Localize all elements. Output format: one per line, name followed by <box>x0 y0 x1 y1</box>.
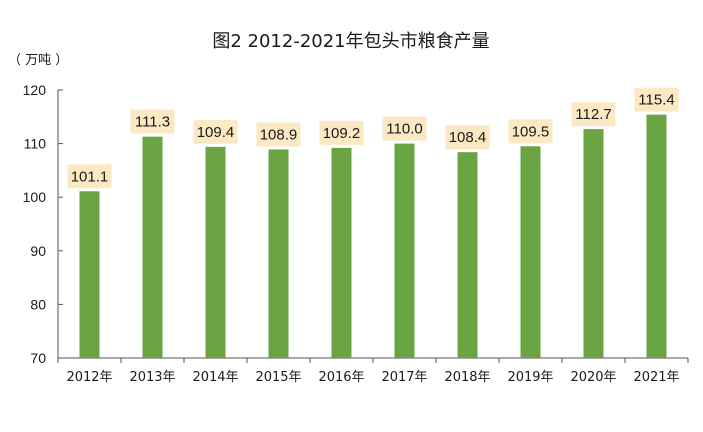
data-label-background <box>67 164 112 189</box>
data-labels: 101.1 111.3 109.4 108.9 109.2 110.0 108.4 109.5… <box>67 87 679 189</box>
bar <box>394 143 415 358</box>
data-label: 101.1 <box>71 168 109 185</box>
bar <box>583 129 604 358</box>
data-label: 108.9 <box>260 126 298 143</box>
data-label: 109.4 <box>197 124 235 141</box>
x-tick-label: 2017年 <box>381 370 427 385</box>
bars <box>79 114 667 358</box>
data-label-background <box>256 122 301 147</box>
x-tick-label: 2021年 <box>633 370 679 385</box>
bar <box>646 114 667 358</box>
data-label-background <box>382 116 427 141</box>
data-label-background <box>193 119 238 144</box>
y-tick-label: 100 <box>23 189 47 205</box>
y-axis-unit-label: （ 万吨 ） <box>8 53 68 68</box>
data-label-background <box>130 109 175 134</box>
bar <box>268 149 289 358</box>
x-tick-label: 2013年 <box>129 370 175 385</box>
data-label-background <box>634 87 679 112</box>
data-label: 109.2 <box>323 125 361 142</box>
y-tick-label: 110 <box>24 136 47 152</box>
x-tick-label: 2019年 <box>507 370 553 385</box>
x-tick-label: 2020年 <box>570 370 616 385</box>
data-label-background <box>319 120 364 145</box>
bar <box>520 146 541 358</box>
y-tick-label: 80 <box>30 296 46 312</box>
data-label: 108.4 <box>449 129 487 146</box>
bar <box>457 152 478 358</box>
axes: 70 80 90 100 110 120 2012年 2013年 2014年 2015年 2016年… <box>23 82 689 385</box>
x-tick-label: 2014年 <box>192 370 238 385</box>
y-tick-label: 70 <box>30 350 46 366</box>
data-label: 110.0 <box>386 121 422 138</box>
bar <box>79 191 100 358</box>
data-label-background <box>571 102 616 127</box>
data-label: 111.3 <box>135 114 170 131</box>
data-label-background <box>445 125 490 150</box>
x-tick-label: 2018年 <box>444 370 490 385</box>
chart-title: 图2 2012-2021年包头市粮食产量 <box>212 31 489 52</box>
x-tick-label: 2016年 <box>318 370 364 385</box>
bar <box>331 147 352 358</box>
data-label: 109.5 <box>512 123 550 140</box>
x-tick-label: 2015年 <box>255 370 301 385</box>
data-label: 112.7 <box>575 106 611 123</box>
data-label-background <box>508 119 553 144</box>
x-tick-label: 2012年 <box>66 370 112 385</box>
bar <box>142 136 163 358</box>
bar <box>205 146 226 358</box>
data-label: 115.4 <box>638 92 674 109</box>
y-tick-label: 90 <box>30 243 46 259</box>
y-tick-label: 120 <box>23 82 47 98</box>
